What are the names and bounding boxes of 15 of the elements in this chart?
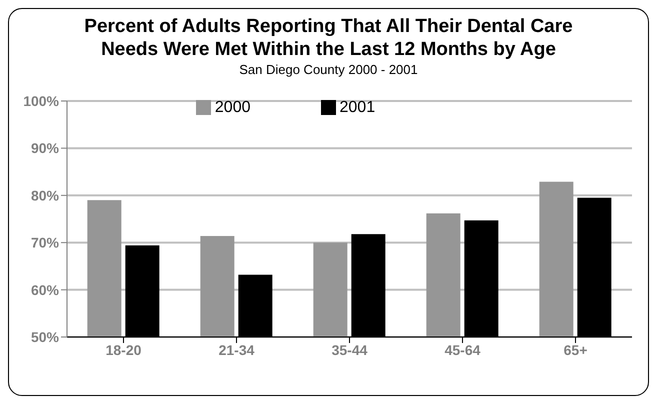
- legend-label: 2000: [214, 99, 250, 116]
- x-tick-label: 21-34: [218, 342, 255, 358]
- x-tick-label: 18-20: [106, 342, 142, 358]
- x-tick-label: 45-64: [444, 342, 481, 358]
- chart-subtitle: San Diego County 2000 - 2001: [238, 62, 419, 77]
- y-tick-label: 80%: [30, 187, 60, 204]
- y-tick-label: 100%: [23, 92, 60, 109]
- y-tick-label: 70%: [30, 234, 60, 251]
- x-tick-label: 35-44: [332, 342, 368, 358]
- y-tick-label: 50%: [30, 328, 60, 345]
- chart-title: Percent of Adults Reporting That All Their Dental Care Needs Were Met Within the Last 12 Months by Age: [83, 15, 574, 61]
- y-tick-label: 60%: [30, 282, 60, 298]
- y-tick-label: 90%: [30, 140, 60, 156]
- x-tick-label: 65+: [564, 342, 588, 358]
- legend-label: 2001: [340, 99, 376, 116]
